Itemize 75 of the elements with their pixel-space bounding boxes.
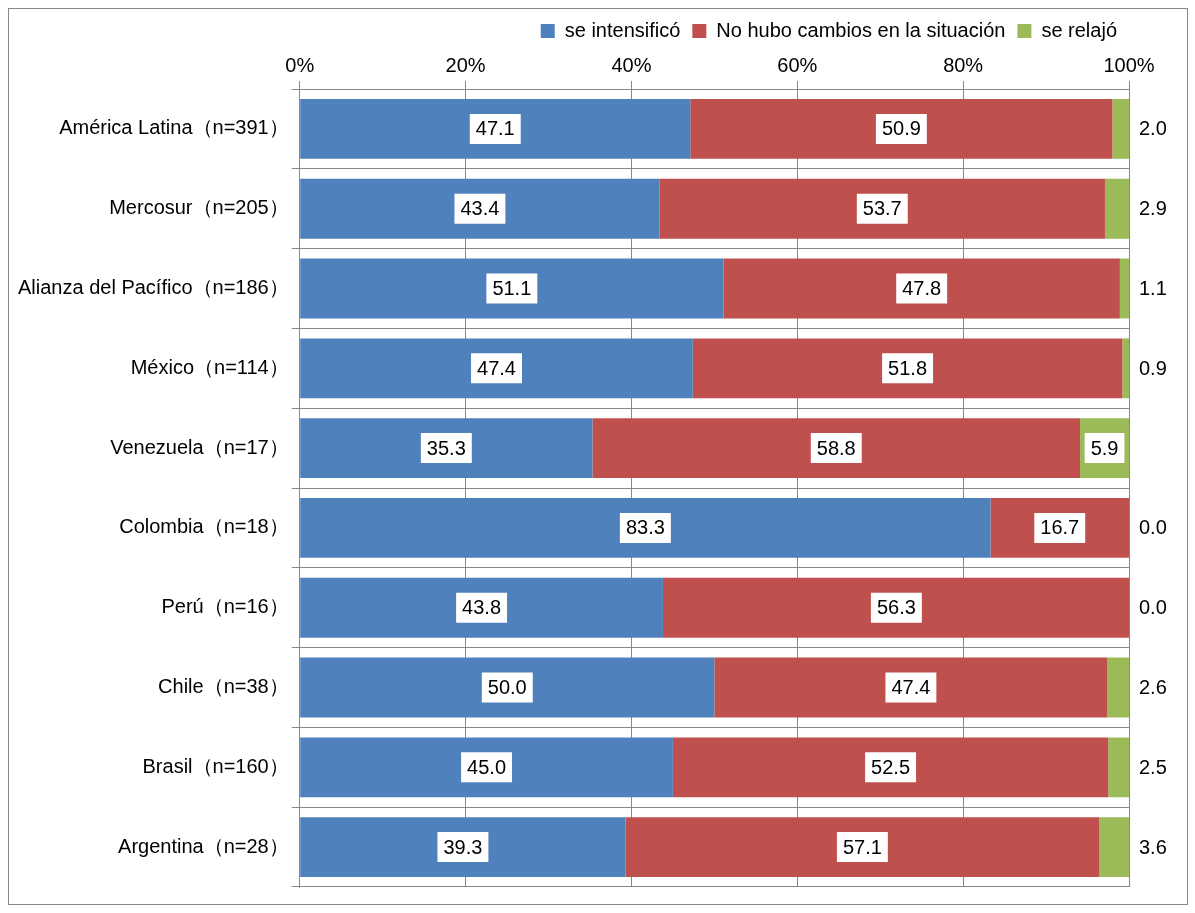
- data-label: 47.8: [902, 277, 942, 300]
- y-tick-label: América Latina（n=391）: [59, 116, 289, 139]
- data-label: 47.4: [891, 676, 931, 699]
- data-label: 3.6: [1139, 835, 1167, 858]
- x-tick-label: 0%: [285, 53, 315, 76]
- data-label: 0.9: [1139, 356, 1167, 379]
- data-label: 50.9: [881, 117, 921, 140]
- data-label: 83.3: [625, 516, 665, 539]
- data-label: 2.5: [1139, 755, 1167, 778]
- bar: [300, 817, 626, 878]
- y-tick-label: México（n=114）: [130, 355, 289, 378]
- data-label: 43.8: [462, 596, 502, 619]
- data-label: 5.9: [1090, 436, 1119, 459]
- data-label: 2.0: [1139, 117, 1167, 140]
- bar: [1112, 98, 1129, 159]
- bar: [1104, 178, 1129, 239]
- bar: [1107, 657, 1129, 718]
- y-tick-label: Argentina（n=28）: [118, 834, 289, 857]
- bar: [723, 258, 1120, 319]
- bar: [662, 577, 1129, 638]
- data-label: 53.7: [862, 197, 902, 220]
- y-tick-label: Alianza del Pacífico（n=186）: [17, 276, 289, 299]
- bar: [659, 178, 1105, 239]
- y-tick-label: Colombia（n=18）: [119, 515, 289, 538]
- data-label: 58.8: [816, 436, 856, 459]
- bar: [300, 737, 673, 798]
- data-label: 2.9: [1139, 197, 1167, 220]
- bar: [300, 577, 663, 638]
- legend-label: se intensificó: [564, 18, 681, 41]
- y-tick-label: Brasil（n=160）: [142, 754, 289, 777]
- y-tick-label: Mercosur（n=205）: [109, 196, 289, 219]
- x-tick-label: 20%: [445, 53, 486, 76]
- x-tick-label: 40%: [611, 53, 652, 76]
- bar: [672, 737, 1109, 798]
- bar: [1099, 817, 1129, 878]
- data-label: 56.3: [876, 596, 916, 619]
- data-label: 51.8: [888, 356, 928, 379]
- bar: [692, 338, 1123, 399]
- x-tick-label: 80%: [943, 53, 984, 76]
- data-label: 45.0: [467, 755, 507, 778]
- bar: [592, 418, 1081, 479]
- data-label: 47.1: [475, 117, 515, 140]
- y-tick-label: Perú（n=16）: [161, 595, 289, 618]
- bar: [1122, 338, 1129, 399]
- data-label: 35.3: [426, 436, 466, 459]
- bar: [300, 497, 991, 558]
- data-label: 39.3: [443, 835, 483, 858]
- data-label: 51.1: [492, 277, 532, 300]
- bar: [300, 258, 724, 319]
- data-label: 50.0: [487, 676, 527, 699]
- bar: [690, 98, 1113, 159]
- bar: [300, 338, 693, 399]
- y-tick-label: Chile（n=38）: [158, 675, 289, 698]
- x-tick-label: 60%: [777, 53, 818, 76]
- bar: [300, 98, 691, 159]
- bar: [714, 657, 1108, 718]
- legend-label: se relajó: [1041, 18, 1118, 41]
- data-label: 0.0: [1139, 516, 1167, 539]
- y-tick-label: Venezuela（n=17）: [110, 435, 289, 458]
- bar: [1119, 258, 1129, 319]
- data-label: 57.1: [842, 835, 882, 858]
- bar: [1108, 737, 1129, 798]
- bar: [300, 657, 715, 718]
- legend-label: No hubo cambios en la situación: [716, 18, 1006, 41]
- data-label: 2.6: [1139, 676, 1167, 699]
- bar: [300, 178, 660, 239]
- data-label: 16.7: [1040, 516, 1080, 539]
- data-label: 52.5: [871, 755, 911, 778]
- data-label: 43.4: [460, 197, 500, 220]
- bar: [300, 418, 593, 479]
- data-label: 0.0: [1139, 596, 1167, 619]
- data-label: 1.1: [1139, 277, 1167, 300]
- bar: [625, 817, 1100, 878]
- x-tick-label: 100%: [1103, 53, 1155, 76]
- data-label: 47.4: [477, 356, 516, 379]
